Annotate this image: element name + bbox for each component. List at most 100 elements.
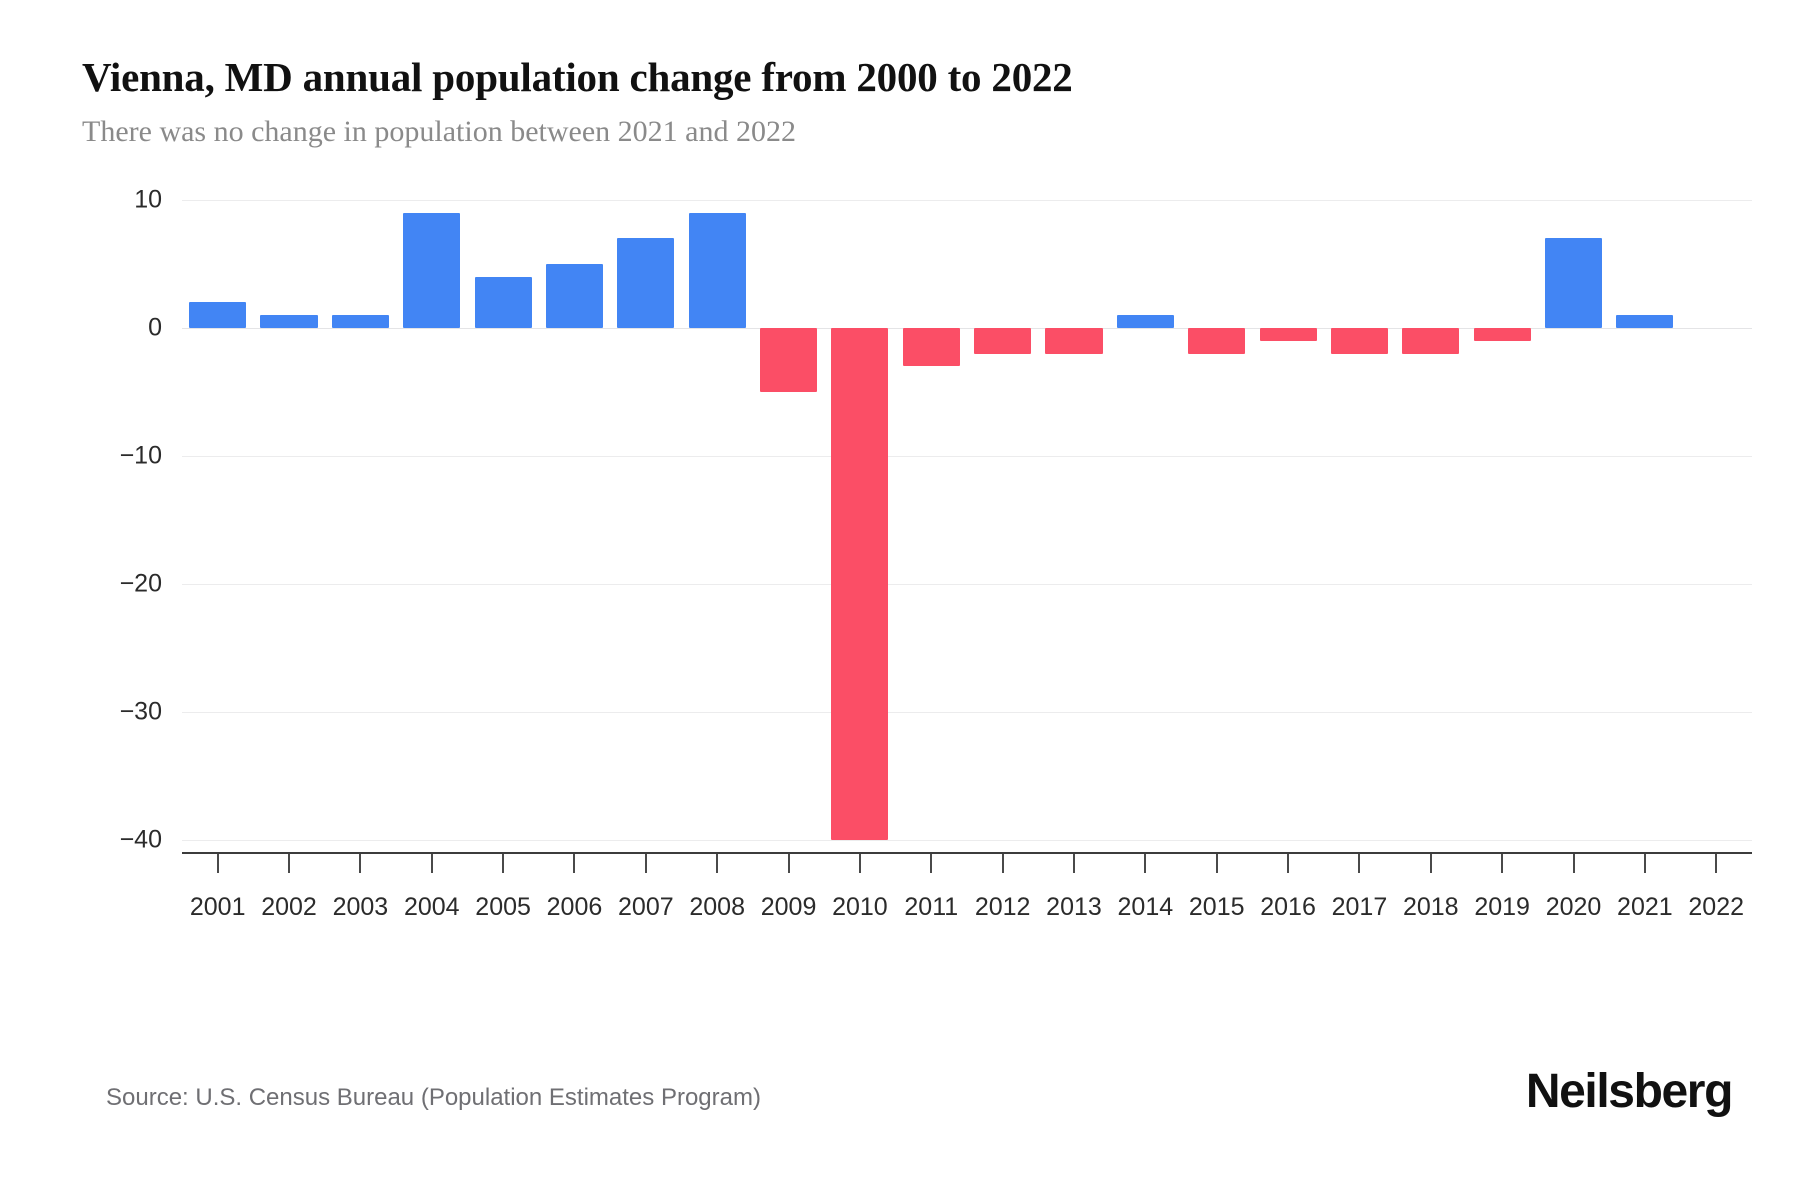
bar-slot-2019[interactable]	[1466, 200, 1537, 840]
bar-2011[interactable]	[902, 328, 960, 367]
brand-logo: Neilsberg	[1525, 1065, 1734, 1118]
bar-slot-2021[interactable]	[1609, 200, 1680, 840]
bar-2010[interactable]	[831, 328, 889, 840]
x-axis-label: 2013	[1046, 893, 1102, 921]
bar-slot-2018[interactable]	[1395, 200, 1466, 840]
x-tick-mark	[1429, 854, 1432, 873]
x-axis-label: 2014	[1117, 893, 1174, 921]
gridline	[182, 712, 1752, 713]
x-tick-mark	[502, 854, 505, 873]
bar-slot-2007[interactable]	[610, 200, 681, 840]
x-axis-label: 2002	[261, 893, 317, 921]
x-axis-label: 2018	[1402, 893, 1459, 921]
chart-plot-area: 10 0 −10 −20 −30 −40 2001 2002 2003 2004 2005 2006…	[0, 187, 1800, 990]
x-tick-mark	[930, 854, 933, 873]
bar-2017[interactable]	[1330, 328, 1388, 354]
chart-footer: Source: U.S. Census Bureau (Population E…	[0, 1065, 1800, 1155]
bar-slot-2003[interactable]	[325, 200, 396, 840]
x-axis-label: 2003	[332, 893, 389, 921]
x-tick-mark	[644, 854, 647, 873]
bar-2007[interactable]	[617, 238, 675, 328]
x-axis-label: 2016	[1260, 893, 1316, 921]
x-tick-2017	[1324, 854, 1395, 876]
bar-2009[interactable]	[760, 328, 818, 392]
bar-slot-2016[interactable]	[1252, 200, 1323, 840]
x-tick-2008	[682, 854, 753, 876]
x-tick-mark	[430, 854, 433, 873]
x-tick-mark	[573, 854, 576, 873]
x-tick-mark	[1144, 854, 1147, 873]
gridline	[182, 840, 1752, 841]
x-axis-label: 2015	[1188, 893, 1245, 921]
x-axis-label: 2022	[1688, 893, 1745, 921]
bar-slot-2011[interactable]	[896, 200, 967, 840]
x-tick-2010	[824, 854, 895, 876]
y-tick-label: 10	[134, 185, 162, 214]
bar-2012[interactable]	[974, 328, 1032, 354]
x-tick-2020	[1538, 854, 1609, 876]
zero-gridline	[182, 328, 1752, 329]
bar-slot-2009[interactable]	[753, 200, 824, 840]
y-tick-label: −30	[119, 697, 162, 726]
x-tick-2005	[467, 854, 538, 876]
bar-2015[interactable]	[1188, 328, 1246, 354]
bar-2018[interactable]	[1402, 328, 1460, 354]
bar-slot-2008[interactable]	[682, 200, 753, 840]
x-tick-2012	[967, 854, 1038, 876]
gridline	[182, 584, 1752, 585]
bar-slot-2010[interactable]	[824, 200, 895, 840]
x-tick-mark	[1643, 854, 1646, 873]
x-axis-labels: 2001 2002 2003 2004 2005 2006 2007 2008 2009 2010…	[182, 892, 1752, 922]
bar-2019[interactable]	[1473, 328, 1531, 341]
x-tick-2016	[1252, 854, 1323, 876]
source-note: Source: U.S. Census Bureau (Population E…	[106, 1084, 761, 1111]
gridlines	[182, 200, 1752, 841]
x-tick-2011	[896, 854, 967, 876]
bar-slot-2005[interactable]	[467, 200, 538, 840]
x-tick-2003	[325, 854, 396, 876]
bar-2013[interactable]	[1045, 328, 1103, 354]
bar-2002[interactable]	[260, 315, 318, 328]
bar-slot-2001[interactable]	[182, 200, 253, 840]
x-tick-mark	[787, 854, 790, 873]
bar-slot-2022[interactable]	[1681, 200, 1752, 840]
bar-2003[interactable]	[331, 315, 389, 328]
x-tick-2018	[1395, 854, 1466, 876]
y-tick-label: −20	[119, 569, 162, 598]
bar-slot-2006[interactable]	[539, 200, 610, 840]
x-axis-label: 2005	[475, 893, 531, 921]
bar-slot-2020[interactable]	[1538, 200, 1609, 840]
bar-slot-2002[interactable]	[253, 200, 324, 840]
bar-slot-2013[interactable]	[1038, 200, 1109, 840]
x-tick-mark	[1501, 854, 1504, 873]
x-axis-label: 2011	[904, 893, 959, 921]
x-axis-label: 2009	[760, 893, 817, 921]
bar-2014[interactable]	[1116, 315, 1174, 328]
bar-2005[interactable]	[474, 276, 532, 328]
y-tick-label: −10	[119, 441, 162, 470]
chart-header: Vienna, MD annual population change from…	[82, 52, 1732, 154]
bar-slot-2017[interactable]	[1324, 200, 1395, 840]
x-axis-label: 2010	[832, 893, 888, 921]
bar-2008[interactable]	[688, 212, 746, 328]
bar-2001[interactable]	[189, 302, 247, 328]
bar-2020[interactable]	[1544, 238, 1603, 328]
bar-2006[interactable]	[545, 264, 603, 328]
bar-2021[interactable]	[1616, 315, 1674, 328]
bar-slot-2015[interactable]	[1181, 200, 1252, 840]
x-axis-label: 2007	[618, 893, 674, 921]
x-tick-2006	[539, 854, 610, 876]
bar-slot-2012[interactable]	[967, 200, 1038, 840]
bar-2004[interactable]	[403, 212, 461, 328]
x-axis-label: 2017	[1331, 893, 1388, 921]
bar-slot-2014[interactable]	[1110, 200, 1181, 840]
x-tick-2001	[182, 854, 253, 876]
bar-2016[interactable]	[1259, 328, 1317, 341]
bar-slot-2004[interactable]	[396, 200, 467, 840]
gridline	[182, 200, 1752, 201]
x-axis-label: 2001	[189, 893, 246, 921]
x-tick-2021	[1609, 854, 1680, 876]
x-tick-2002	[253, 854, 324, 876]
x-axis-label: 2020	[1545, 893, 1602, 921]
x-tick-mark	[858, 854, 861, 873]
